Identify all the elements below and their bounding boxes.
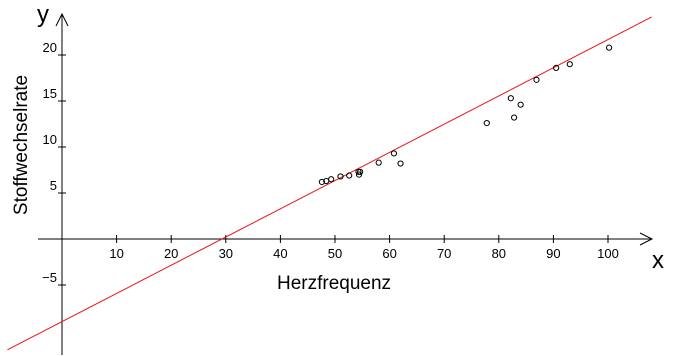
y-tick-label: 10 (43, 132, 57, 147)
y-tick-label: −5 (42, 270, 57, 285)
y-axis-title: Stoffwechselrate (11, 75, 32, 215)
data-point (507, 95, 514, 102)
data-points (318, 44, 613, 186)
axes: 10 20 30 40 50 60 70 80 90 100 −5 5 10 15 20 (38, 12, 654, 355)
data-point (397, 160, 404, 167)
x-axis-arrow (639, 232, 654, 246)
y-tick-label: 5 (50, 178, 57, 193)
data-point (375, 159, 382, 166)
x-tick-label: 70 (437, 246, 451, 261)
x-tick-label: 10 (109, 246, 123, 261)
data-point (605, 44, 613, 51)
data-point (553, 64, 560, 71)
x-tick-label: 50 (328, 246, 342, 261)
data-point (517, 101, 524, 108)
y-axis-arrow (55, 12, 69, 27)
x-axis-letter: x (652, 247, 664, 274)
regression-line (7, 16, 652, 351)
data-point (328, 176, 335, 183)
x-tick-label: 100 (597, 246, 619, 261)
axis-labels: x y Herzfrequenz Stoffwechselrate (11, 1, 664, 294)
y-tick-label: 15 (43, 86, 57, 101)
x-tick-label: 60 (382, 246, 396, 261)
data-point (510, 114, 518, 121)
x-tick-label: 90 (546, 246, 560, 261)
y-tick-label: 20 (43, 40, 57, 55)
data-point (483, 119, 490, 127)
data-point (346, 172, 353, 179)
data-point (355, 171, 363, 178)
data-point (390, 150, 398, 157)
x-tick-label: 80 (492, 246, 506, 261)
data-point (337, 173, 344, 180)
x-tick-label: 30 (219, 246, 233, 261)
x-axis-title: Herzfrequenz (277, 273, 391, 294)
x-tick-label: 40 (273, 246, 287, 261)
data-point (566, 61, 573, 68)
regression-line-group (7, 16, 652, 351)
x-tick-label: 20 (164, 246, 178, 261)
data-point (357, 168, 364, 175)
data-point (533, 76, 540, 83)
y-axis-letter: y (37, 1, 49, 28)
data-point (318, 178, 325, 186)
